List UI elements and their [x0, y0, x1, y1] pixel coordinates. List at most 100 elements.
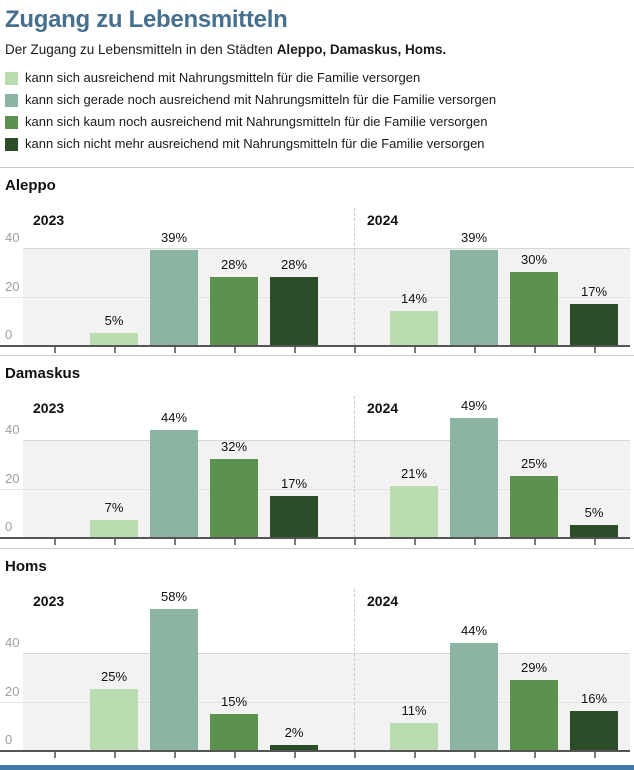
- panel-aleppo: Aleppo 40 20 0 2023 5% 39% 28% 28% 2024 14% 39% 30% 1…: [0, 167, 634, 357]
- legend-item-label: kann sich gerade noch ausreichend mit Na…: [25, 92, 497, 107]
- bar-value-label: 2%: [284, 725, 304, 740]
- bar-value-label: 58%: [160, 589, 188, 604]
- legend-item-label: kann sich kaum noch ausreichend mit Nahr…: [25, 114, 488, 129]
- bar: [270, 277, 318, 345]
- x-axis-tick: [174, 347, 176, 353]
- bar-value-label: 7%: [104, 500, 124, 515]
- page-title: Zugang zu Lebensmitteln: [5, 6, 288, 33]
- x-axis-tick: [594, 539, 596, 545]
- x-axis-tick: [414, 752, 416, 758]
- bar: [450, 643, 498, 750]
- bar-value-label: 17%: [280, 476, 308, 491]
- bar-value-label: 25%: [520, 456, 548, 471]
- bar: [150, 430, 198, 537]
- bar: [150, 609, 198, 750]
- x-axis-line: [0, 345, 630, 347]
- bar: [510, 476, 558, 537]
- x-axis-tick: [594, 347, 596, 353]
- page-subtitle-cities: Aleppo, Damaskus, Homs.: [276, 42, 447, 57]
- panel-title: Homs: [5, 558, 47, 575]
- year-label: 2024: [367, 593, 399, 609]
- year-label: 2023: [33, 593, 65, 609]
- bar-value-label: 28%: [280, 257, 308, 272]
- facet-divider: [354, 208, 355, 345]
- gridline-20: [0, 702, 630, 703]
- y-axis-tick-label: 40: [5, 422, 20, 437]
- x-axis-tick: [294, 539, 296, 545]
- x-axis-tick: [174, 539, 176, 545]
- x-axis-tick: [414, 347, 416, 353]
- bar-value-label: 32%: [220, 439, 248, 454]
- x-axis-tick: [114, 539, 116, 545]
- page-subtitle: Der Zugang zu Lebensmitteln in den Städt…: [5, 42, 634, 58]
- x-axis-tick: [114, 752, 116, 758]
- panel-homs: Homs 40 20 0 2023 25% 58% 15% 2% 2024 11% 44% 29% 16%: [0, 548, 634, 762]
- x-axis-line: [0, 750, 630, 752]
- legend-swatch: [5, 115, 18, 129]
- bar-value-label: 29%: [520, 660, 548, 675]
- bar-value-label: 5%: [584, 505, 604, 520]
- chart-header: Zugang zu Lebensmitteln Der Zugang zu Le…: [0, 0, 634, 58]
- y-axis-tick-label: 0: [5, 519, 13, 534]
- y-axis-tick-label: 20: [5, 279, 20, 294]
- legend-swatch: [5, 71, 18, 85]
- bar: [150, 250, 198, 345]
- bar: [270, 496, 318, 537]
- y-axis-tick-label: 0: [5, 327, 13, 342]
- x-axis-tick: [54, 347, 56, 353]
- legend-item: kann sich kaum noch ausreichend mit Nahr…: [5, 115, 496, 129]
- legend-item: kann sich gerade noch ausreichend mit Na…: [5, 93, 496, 107]
- x-axis-tick: [234, 539, 236, 545]
- legend-swatch: [5, 137, 18, 151]
- x-axis-tick: [474, 539, 476, 545]
- bar-value-label: 39%: [160, 230, 188, 245]
- y-axis-tick-label: 0: [5, 732, 13, 747]
- gridline-20: [0, 489, 630, 490]
- x-axis-tick: [474, 347, 476, 353]
- x-axis-tick: [414, 539, 416, 545]
- x-axis-tick: [174, 752, 176, 758]
- page-subtitle-text: Der Zugang zu Lebensmitteln in den Städt…: [5, 42, 277, 57]
- bar: [90, 333, 138, 345]
- legend-item-label: kann sich ausreichend mit Nahrungsmittel…: [25, 70, 421, 85]
- year-label: 2024: [367, 400, 399, 416]
- bar: [570, 304, 618, 345]
- bar: [450, 250, 498, 345]
- legend-item-label: kann sich nicht mehr ausreichend mit Nah…: [25, 136, 485, 151]
- bar: [570, 711, 618, 750]
- bar: [90, 520, 138, 537]
- bar: [210, 459, 258, 537]
- bar-value-label: 16%: [580, 691, 608, 706]
- bar-value-label: 11%: [401, 703, 427, 718]
- x-axis-tick: [594, 752, 596, 758]
- bar: [210, 277, 258, 345]
- bar: [510, 680, 558, 750]
- bar: [210, 714, 258, 750]
- bar-value-label: 44%: [460, 623, 488, 638]
- x-axis-tick: [534, 347, 536, 353]
- panel-title: Damaskus: [5, 365, 81, 382]
- bar-value-label: 21%: [400, 466, 428, 481]
- year-label: 2024: [367, 212, 399, 228]
- bar: [390, 311, 438, 345]
- facet-divider: [354, 396, 355, 537]
- bar-value-label: 28%: [220, 257, 248, 272]
- bar: [270, 745, 318, 750]
- y-axis-tick-label: 40: [5, 230, 20, 245]
- bar: [510, 272, 558, 345]
- bar-value-label: 44%: [160, 410, 188, 425]
- year-label: 2023: [33, 212, 65, 228]
- bar-value-label: 14%: [400, 291, 428, 306]
- y-axis-tick-label: 20: [5, 471, 20, 486]
- legend: kann sich ausreichend mit Nahrungsmittel…: [5, 71, 496, 159]
- x-axis-tick: [474, 752, 476, 758]
- x-axis-tick: [534, 752, 536, 758]
- bar-value-label: 15%: [220, 694, 248, 709]
- x-axis-tick: [234, 752, 236, 758]
- legend-item: kann sich ausreichend mit Nahrungsmittel…: [5, 71, 496, 85]
- x-axis-line: [0, 537, 630, 539]
- x-axis-tick: [294, 347, 296, 353]
- bar-value-label: 17%: [580, 284, 608, 299]
- bar: [390, 486, 438, 537]
